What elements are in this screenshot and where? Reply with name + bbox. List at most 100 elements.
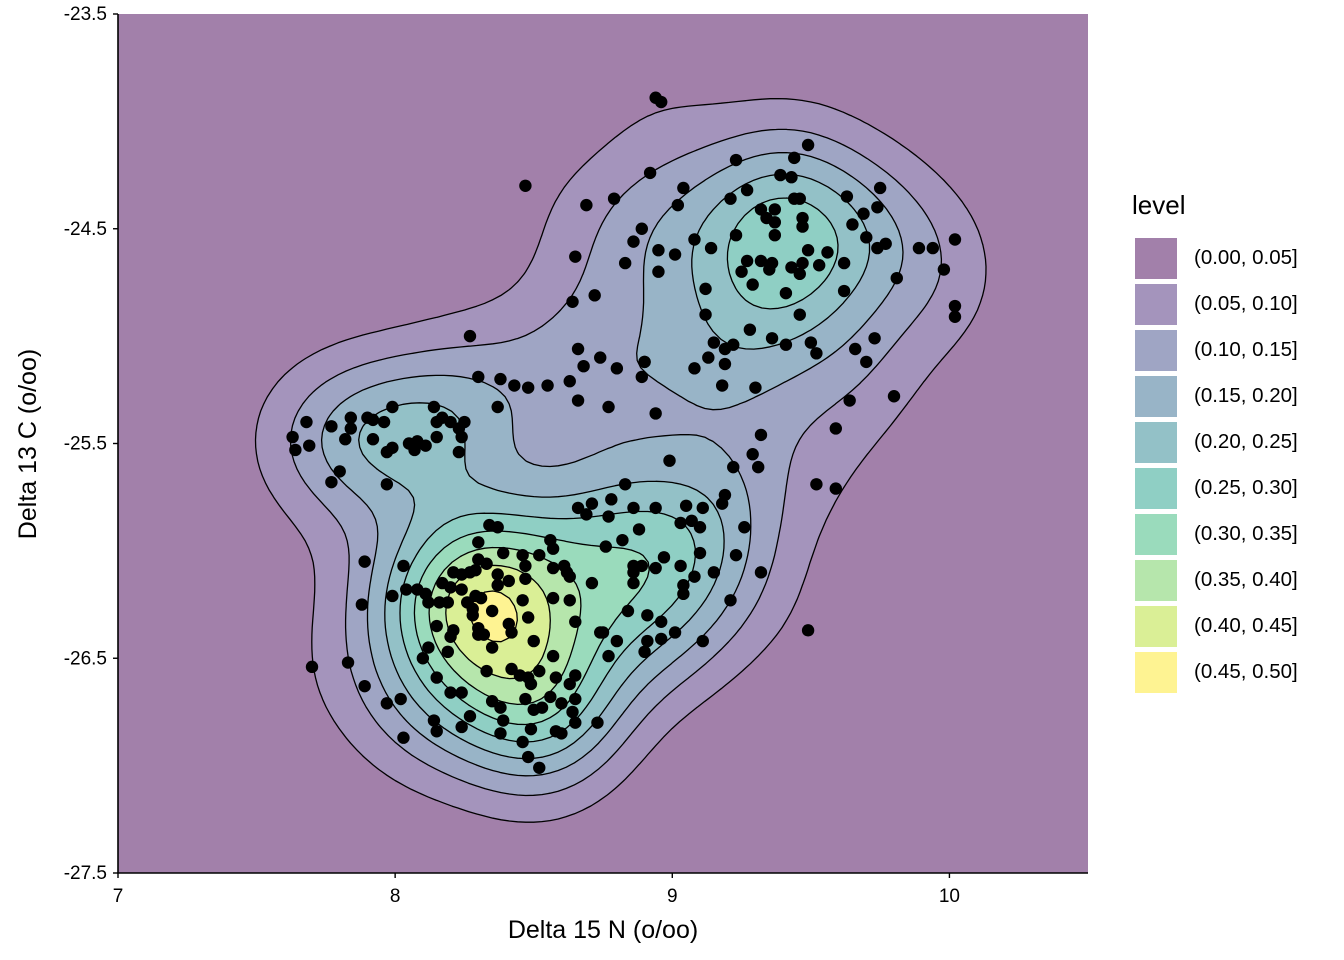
data-point <box>419 439 432 452</box>
data-point <box>571 394 585 407</box>
data-point <box>749 381 762 394</box>
data-point <box>810 478 823 491</box>
data-point <box>696 634 709 648</box>
data-point <box>948 310 962 323</box>
data-point <box>444 686 457 699</box>
data-point <box>702 351 715 364</box>
data-point <box>519 179 532 192</box>
data-point <box>563 594 576 607</box>
data-point <box>801 244 815 257</box>
data-point <box>555 727 568 740</box>
data-point <box>738 521 751 534</box>
data-point <box>638 645 651 659</box>
legend-color-key <box>1135 559 1177 601</box>
contour-line-0.35 <box>428 546 582 706</box>
data-point <box>727 338 740 351</box>
data-point <box>729 548 743 562</box>
data-point <box>677 587 690 601</box>
data-point <box>677 579 690 592</box>
legend-color-key <box>1135 605 1177 647</box>
data-point <box>563 375 576 388</box>
data-point <box>585 497 599 510</box>
data-point <box>754 254 768 268</box>
data-point <box>455 583 468 596</box>
data-point <box>735 265 748 278</box>
data-point <box>444 581 457 594</box>
data-point <box>655 95 668 109</box>
legend-label: (0.00, 0.05] <box>1194 246 1298 269</box>
data-point <box>774 168 787 182</box>
data-point <box>779 286 793 300</box>
data-point <box>339 433 352 446</box>
legend-label: (0.35, 0.40] <box>1194 568 1298 591</box>
x-tick-label: 7 <box>113 886 124 907</box>
data-point <box>494 372 507 386</box>
data-point <box>846 218 859 231</box>
data-point <box>521 381 535 394</box>
data-point <box>707 566 721 579</box>
data-point <box>303 439 316 452</box>
data-point <box>796 256 809 270</box>
data-point <box>788 151 801 165</box>
data-point <box>926 241 939 255</box>
data-point <box>857 207 870 220</box>
data-point <box>497 714 510 727</box>
legend-label: (0.05, 0.10] <box>1194 292 1298 315</box>
data-point <box>765 332 779 345</box>
contour-line-0.10 <box>289 128 943 797</box>
data-point <box>677 181 690 195</box>
data-point <box>397 559 410 573</box>
data-point <box>546 542 560 555</box>
data-point <box>430 725 443 738</box>
legend-item: (0.10, 0.15] <box>1133 327 1298 373</box>
data-point <box>344 411 357 424</box>
data-point <box>366 433 380 446</box>
contour-line-0.40 <box>445 564 551 680</box>
data-point <box>668 248 682 261</box>
data-point <box>430 430 443 444</box>
legend-item: (0.15, 0.20] <box>1133 373 1298 419</box>
contour-line-0.30 <box>413 530 650 726</box>
data-point <box>577 359 590 373</box>
contour-line-0.45 <box>469 590 518 643</box>
data-point <box>300 415 313 429</box>
data-point <box>491 521 504 534</box>
data-point <box>516 594 529 607</box>
legend-color-key <box>1135 375 1177 417</box>
data-point <box>668 626 682 639</box>
data-point <box>616 533 629 547</box>
data-point <box>588 289 601 302</box>
x-tick-label: 9 <box>667 886 678 907</box>
data-point <box>602 400 615 414</box>
data-point <box>627 566 640 579</box>
data-point <box>519 692 532 706</box>
x-tick-label: 8 <box>390 886 401 907</box>
data-point <box>463 710 477 723</box>
data-point <box>527 634 540 648</box>
legend-item: (0.20, 0.25] <box>1133 419 1298 465</box>
data-point <box>652 265 665 278</box>
data-point <box>286 430 299 444</box>
y-tick-label: -23.5 <box>64 4 107 25</box>
data-point <box>397 731 410 744</box>
data-point <box>871 241 884 255</box>
data-point <box>408 443 421 457</box>
data-point <box>355 598 369 611</box>
data-point <box>652 244 665 257</box>
data-point <box>491 400 504 414</box>
data-point <box>569 716 582 729</box>
data-point <box>386 589 399 603</box>
data-point <box>804 336 818 349</box>
contour-line-0.20 <box>358 173 871 760</box>
data-point <box>829 482 842 495</box>
data-point <box>699 282 712 296</box>
legend-label: (0.30, 0.35] <box>1194 522 1298 545</box>
data-point <box>380 445 394 459</box>
data-point <box>715 379 729 392</box>
y-axis-title: Delta 13 C (o/oo) <box>14 349 42 539</box>
data-point <box>768 203 782 216</box>
data-point <box>849 342 862 356</box>
data-point <box>441 645 454 659</box>
data-point <box>485 604 499 618</box>
